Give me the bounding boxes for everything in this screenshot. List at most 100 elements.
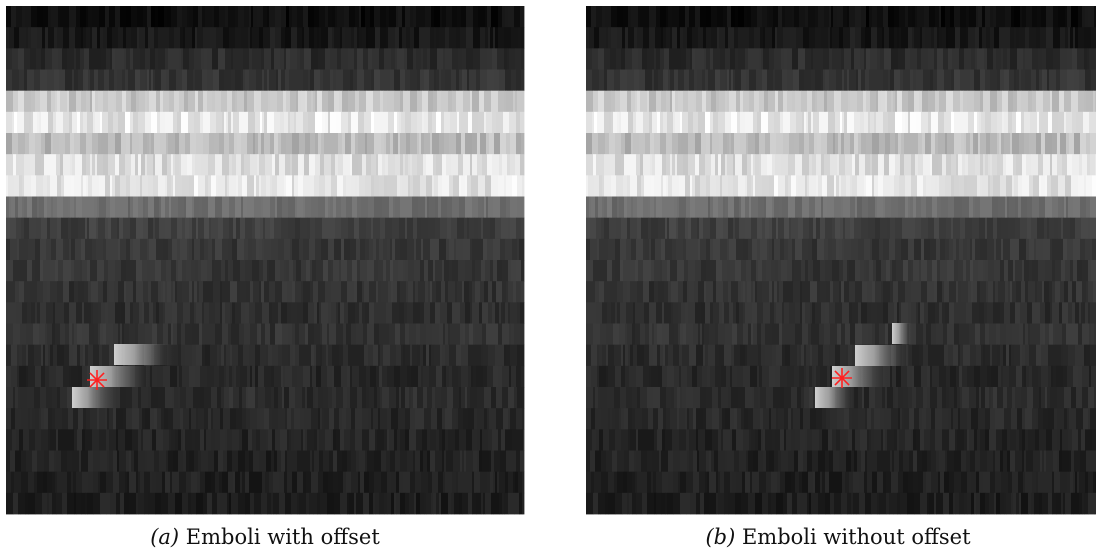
pixel-strip	[177, 324, 181, 346]
pixel-strip	[825, 218, 832, 240]
pixel-strip	[725, 112, 731, 134]
pixel-strip	[518, 472, 522, 494]
pixel-strip	[1025, 345, 1029, 367]
pixel-strip	[224, 387, 229, 409]
pixel-strip	[76, 472, 82, 494]
pixel-strip	[19, 345, 22, 367]
pixel-strip	[157, 112, 160, 134]
pixel-strip	[636, 112, 643, 134]
pixel-strip	[97, 154, 103, 176]
pixel-strip	[811, 324, 817, 346]
pixel-strip	[428, 472, 432, 494]
pixel-strip	[895, 133, 898, 155]
pixel-strip	[748, 239, 752, 261]
pixel-strip	[35, 429, 41, 451]
pixel-strip	[641, 175, 644, 197]
pixel-strip	[141, 387, 148, 409]
pixel-strip	[793, 281, 800, 303]
pixel-strip	[222, 472, 228, 494]
pixel-strip	[245, 302, 249, 324]
pixel-strip	[29, 429, 35, 451]
pixel-strip	[731, 345, 734, 367]
pixel-strip	[103, 324, 106, 346]
pixel-strip	[145, 408, 150, 430]
pixel-strip	[895, 387, 898, 409]
pixel-strip	[195, 70, 202, 92]
pixel-strip	[617, 302, 620, 324]
pixel-strip	[350, 429, 355, 451]
pixel-strip	[730, 260, 735, 282]
pixel-strip	[734, 197, 739, 219]
pixel-strip	[249, 472, 255, 494]
pixel-strip	[202, 345, 205, 367]
pixel-strip	[961, 302, 966, 324]
pixel-strip	[887, 218, 890, 240]
pixel-strip	[184, 91, 188, 113]
pixel-strip	[183, 48, 189, 70]
pixel-strip	[331, 175, 337, 197]
pixel-strip	[1039, 197, 1045, 219]
pixel-strip	[832, 48, 837, 70]
pixel-strip	[208, 175, 211, 197]
pixel-strip	[644, 302, 649, 324]
pixel-strip	[818, 345, 823, 367]
pixel-strip	[76, 48, 80, 70]
pixel-strip	[436, 493, 439, 515]
pixel-strip	[945, 239, 949, 261]
pixel-strip	[89, 48, 94, 70]
pixel-strip	[334, 27, 340, 49]
pixel-strip	[775, 154, 781, 176]
pixel-strip	[700, 175, 706, 197]
pixel-strip	[473, 6, 478, 28]
pixel-strip	[11, 408, 15, 430]
pixel-strip	[789, 133, 794, 155]
pixel-strip	[16, 218, 21, 240]
pixel-strip	[163, 429, 169, 451]
pixel-strip	[93, 302, 98, 324]
pixel-strip	[24, 91, 31, 113]
pixel-strip	[19, 27, 26, 49]
pixel-strip	[50, 260, 55, 282]
pixel-strip	[939, 366, 946, 388]
pixel-strip	[158, 281, 161, 303]
pixel-strip	[706, 260, 712, 282]
pixel-strip	[232, 451, 238, 473]
pixel-strip	[212, 48, 218, 70]
pixel-strip	[218, 48, 225, 70]
pixel-strip	[761, 154, 767, 176]
pixel-strip	[47, 91, 51, 113]
pixel-strip	[654, 260, 660, 282]
pixel-strip	[713, 302, 719, 324]
pixel-strip	[341, 48, 348, 70]
pixel-strip	[320, 154, 324, 176]
pixel-strip	[1073, 197, 1080, 219]
pixel-strip	[43, 260, 50, 282]
pixel-strip	[1040, 302, 1045, 324]
pixel-strip	[916, 387, 923, 409]
pixel-strip	[773, 6, 778, 28]
pixel-strip	[250, 493, 254, 515]
pixel-strip	[431, 6, 434, 28]
pixel-strip	[480, 281, 484, 303]
pixel-strip	[63, 154, 70, 176]
pixel-strip	[306, 472, 311, 494]
pixel-strip	[1078, 324, 1082, 346]
pixel-strip	[478, 112, 484, 134]
pixel-strip	[596, 302, 602, 324]
pixel-strip	[334, 91, 339, 113]
pixel-strip	[751, 6, 757, 28]
pixel-strip	[797, 387, 801, 409]
pixel-strip	[1060, 27, 1065, 49]
pixel-strip	[165, 197, 169, 219]
pixel-strip	[920, 70, 923, 92]
pixel-strip	[323, 260, 328, 282]
pixel-strip	[1010, 302, 1015, 324]
pixel-strip	[398, 408, 405, 430]
pixel-strip	[99, 175, 105, 197]
pixel-strip	[48, 112, 53, 134]
pixel-strip	[261, 133, 264, 155]
pixel-strip	[228, 112, 231, 134]
pixel-strip	[208, 154, 215, 176]
pixel-strip	[643, 197, 648, 219]
pixel-strip	[24, 154, 30, 176]
